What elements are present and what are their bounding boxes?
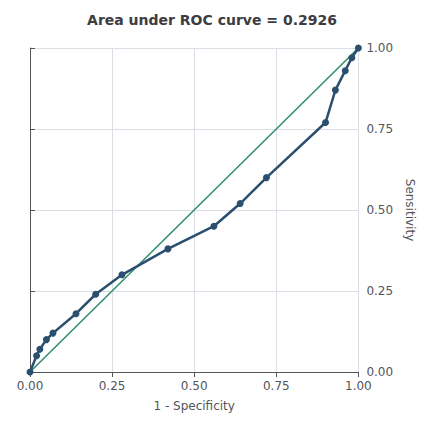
svg-text:0.75: 0.75 <box>366 122 393 136</box>
svg-text:1.00: 1.00 <box>345 379 372 393</box>
svg-text:0.00: 0.00 <box>366 365 393 379</box>
svg-text:0.25: 0.25 <box>366 284 393 298</box>
svg-text:Area under ROC curve = 0.2926: Area under ROC curve = 0.2926 <box>87 12 337 28</box>
svg-text:0.25: 0.25 <box>99 379 126 393</box>
svg-text:0.00: 0.00 <box>17 379 44 393</box>
svg-text:0.75: 0.75 <box>263 379 290 393</box>
svg-text:1.00: 1.00 <box>366 41 393 55</box>
svg-text:0.50: 0.50 <box>181 379 208 393</box>
svg-text:1 - Specificity: 1 - Specificity <box>153 399 234 413</box>
svg-text:0.50: 0.50 <box>366 203 393 217</box>
svg-text:Sensitivity: Sensitivity <box>403 179 417 241</box>
